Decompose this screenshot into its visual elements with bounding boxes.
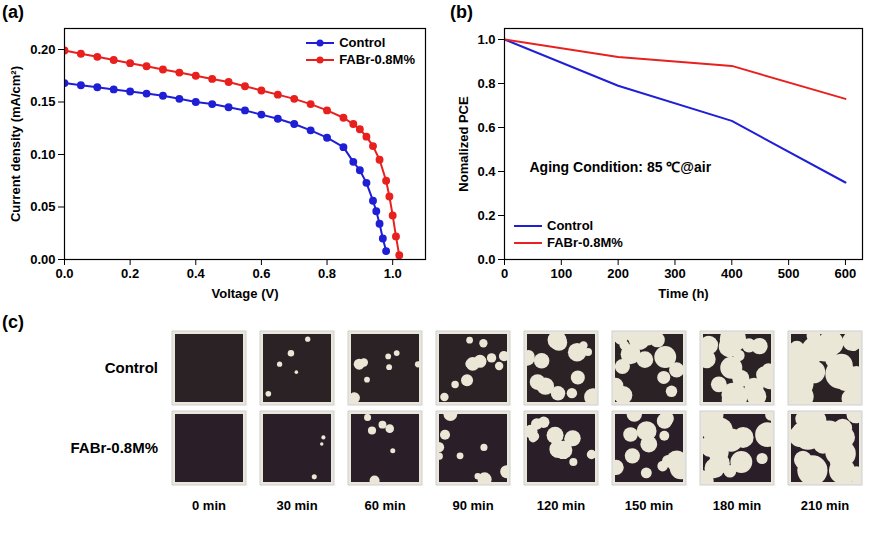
svg-text:500: 500	[778, 266, 800, 281]
svg-text:0.0: 0.0	[477, 252, 495, 267]
html-text:(b): (b)	[450, 2, 473, 22]
svg-text:0.4: 0.4	[477, 164, 496, 179]
svg-text:150 min: 150 min	[625, 498, 673, 513]
html-text:Control: Control	[339, 35, 386, 50]
svg-text:Voltage (V): Voltage (V)	[212, 286, 279, 301]
svg-text:Current density (mA/cm²): Current density (mA/cm²)	[8, 66, 23, 222]
svg-text:120 min: 120 min	[537, 498, 585, 513]
svg-text:FABr-0.8M%: FABr-0.8M%	[70, 439, 158, 456]
svg-text:0.4: 0.4	[187, 266, 206, 281]
svg-text:0.15: 0.15	[30, 94, 55, 109]
html-text:FABr-0.8M%: FABr-0.8M%	[547, 235, 623, 250]
svg-text:0.2: 0.2	[477, 208, 495, 223]
svg-text:0.8: 0.8	[477, 76, 495, 91]
svg-text:1.0: 1.0	[477, 32, 495, 47]
svg-text:0.00: 0.00	[30, 252, 55, 267]
svg-text:200: 200	[607, 266, 629, 281]
svg-text:90 min: 90 min	[452, 498, 493, 513]
html-text:Control: Control	[547, 218, 594, 233]
svg-text:100: 100	[550, 266, 572, 281]
svg-text:600: 600	[835, 266, 857, 281]
svg-text:300: 300	[664, 266, 686, 281]
svg-text:180 min: 180 min	[713, 498, 761, 513]
svg-text:Time (h): Time (h)	[658, 286, 708, 301]
svg-text:0.20: 0.20	[30, 42, 55, 57]
svg-text:Nomalized PCE: Nomalized PCE	[456, 96, 471, 192]
svg-text:0.6: 0.6	[477, 120, 495, 135]
svg-text:0.6: 0.6	[252, 266, 270, 281]
svg-text:60 min: 60 min	[364, 498, 405, 513]
svg-text:210 min: 210 min	[801, 498, 849, 513]
svg-text:Aging Condition: 85 ℃@air: Aging Condition: 85 ℃@air	[530, 159, 712, 175]
svg-text:(c): (c)	[2, 312, 24, 332]
svg-text:30 min: 30 min	[276, 498, 317, 513]
svg-text:0.2: 0.2	[121, 266, 139, 281]
svg-text:0.10: 0.10	[30, 147, 55, 162]
html-text:FABr-0.8M%: FABr-0.8M%	[339, 52, 415, 67]
svg-text:0.05: 0.05	[30, 199, 55, 214]
svg-text:0 min: 0 min	[192, 498, 226, 513]
svg-text:1.0: 1.0	[384, 266, 402, 281]
svg-text:0: 0	[501, 266, 508, 281]
html-text:(a): (a)	[2, 2, 24, 22]
svg-text:0.8: 0.8	[318, 266, 336, 281]
svg-text:Control: Control	[105, 359, 158, 376]
svg-text:400: 400	[721, 266, 743, 281]
svg-text:0.0: 0.0	[55, 266, 73, 281]
